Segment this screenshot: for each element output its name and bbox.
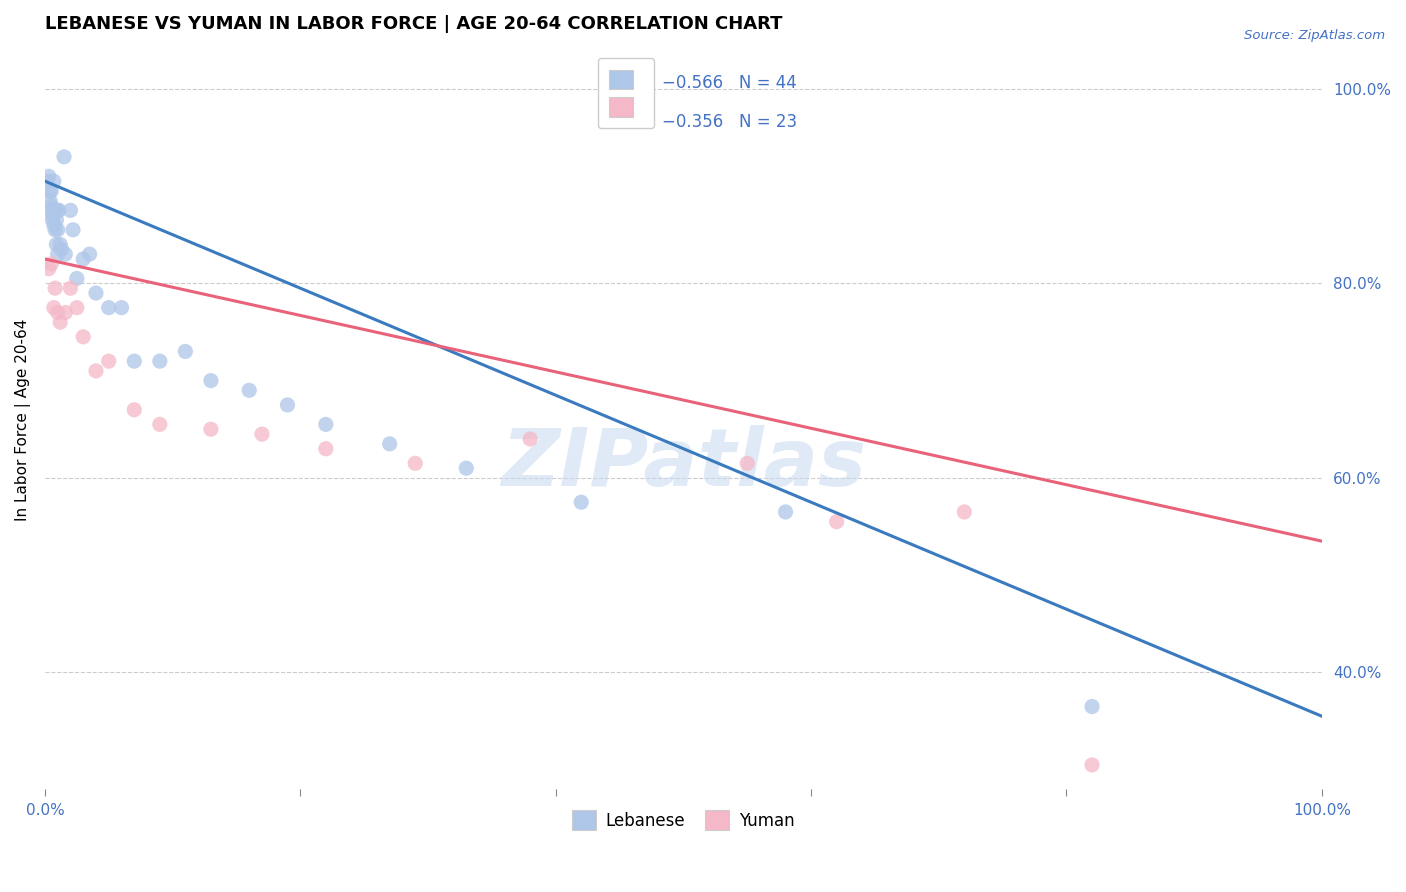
Point: [378, 437, 401, 451]
Point: [250, 427, 273, 442]
Y-axis label: In Labor Force | Age 20-64: In Labor Force | Age 20-64: [15, 318, 31, 521]
Point: [735, 456, 758, 470]
Point: [46, 223, 69, 237]
Point: [49, 315, 72, 329]
Point: [84, 286, 107, 301]
Point: [66, 301, 89, 315]
Point: [42, 203, 65, 218]
Point: [44, 281, 66, 295]
Point: [110, 301, 132, 315]
Point: [59, 281, 82, 295]
Text: R = −0.566   N = 44: R = −0.566 N = 44: [626, 74, 797, 92]
Point: [97, 301, 120, 315]
Point: [66, 271, 89, 285]
Point: [84, 364, 107, 378]
Point: [775, 505, 797, 519]
Point: [59, 203, 82, 218]
Point: [72, 330, 94, 344]
Point: [39, 257, 62, 271]
Point: [825, 515, 848, 529]
Text: R = −0.356   N = 23: R = −0.356 N = 23: [626, 112, 797, 130]
Point: [39, 184, 62, 198]
Point: [41, 208, 63, 222]
Point: [39, 203, 62, 218]
Point: [45, 213, 67, 227]
Point: [44, 203, 66, 218]
Point: [953, 505, 976, 519]
Text: LEBANESE VS YUMAN IN LABOR FORCE | AGE 20-64 CORRELATION CHART: LEBANESE VS YUMAN IN LABOR FORCE | AGE 2…: [45, 15, 782, 33]
Text: Source: ZipAtlas.com: Source: ZipAtlas.com: [1244, 29, 1385, 42]
Point: [39, 198, 62, 212]
Point: [519, 432, 541, 446]
Point: [42, 174, 65, 188]
Point: [39, 194, 62, 208]
Point: [53, 150, 76, 164]
Point: [124, 354, 146, 368]
Point: [1081, 758, 1104, 772]
Point: [37, 174, 59, 188]
Point: [79, 247, 101, 261]
Point: [200, 374, 222, 388]
Text: ZIPatlas: ZIPatlas: [501, 425, 866, 503]
Point: [569, 495, 592, 509]
Point: [48, 203, 70, 218]
Point: [404, 456, 426, 470]
Point: [456, 461, 478, 475]
Point: [315, 442, 337, 456]
Point: [42, 218, 65, 232]
Point: [62, 223, 84, 237]
Point: [38, 261, 60, 276]
Point: [174, 344, 197, 359]
Point: [200, 422, 222, 436]
Point: [276, 398, 298, 412]
Point: [53, 247, 76, 261]
Point: [51, 242, 73, 256]
Point: [315, 417, 337, 432]
Point: [44, 223, 66, 237]
Point: [42, 301, 65, 315]
Point: [149, 354, 172, 368]
Legend: Lebanese, Yuman: Lebanese, Yuman: [565, 804, 801, 837]
Point: [53, 305, 76, 319]
Point: [41, 213, 63, 227]
Point: [39, 184, 62, 198]
Point: [97, 354, 120, 368]
Point: [1081, 699, 1104, 714]
Point: [238, 384, 260, 398]
Point: [72, 252, 94, 266]
Point: [46, 247, 69, 261]
Point: [45, 237, 67, 252]
Point: [38, 169, 60, 184]
Point: [124, 402, 146, 417]
Point: [46, 203, 69, 218]
Point: [149, 417, 172, 432]
Point: [46, 305, 69, 319]
Point: [49, 237, 72, 252]
